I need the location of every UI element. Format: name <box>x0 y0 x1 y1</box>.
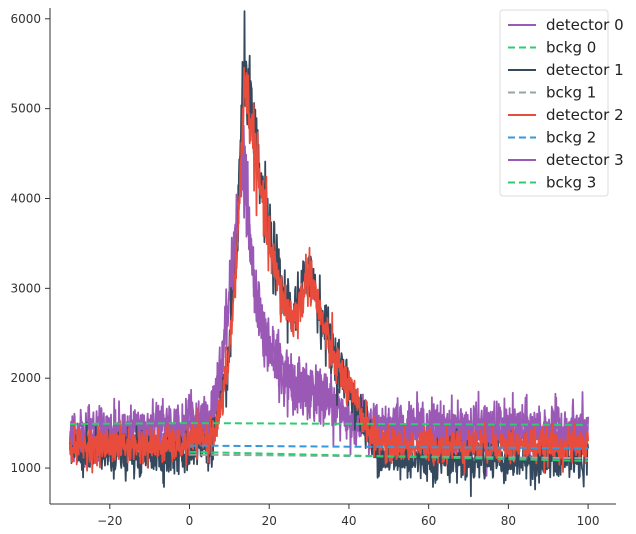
x-tick-label: 20 <box>262 514 277 528</box>
y-tick-label: 4000 <box>10 191 41 205</box>
legend-label: detector 3 <box>546 151 624 169</box>
legend-label: bckg 2 <box>546 129 596 147</box>
series-line-detector-3 <box>69 127 589 472</box>
background-line-bckg-2 <box>189 444 589 450</box>
x-tick-label: 0 <box>186 514 194 528</box>
x-tick-label: 80 <box>501 514 516 528</box>
plot-area <box>69 10 589 498</box>
x-tick-label: 100 <box>577 514 600 528</box>
legend-label: detector 1 <box>546 61 624 79</box>
legend-label: detector 0 <box>546 16 624 34</box>
background-line-bckg-0 <box>69 422 589 426</box>
y-tick-label: 1000 <box>10 461 41 475</box>
y-tick-label: 5000 <box>10 102 41 116</box>
legend-box <box>499 9 609 197</box>
legend-label: bckg 1 <box>546 84 596 102</box>
legend: detector 0 bckg 0 detector 1 bckg 1 detector… <box>499 9 624 197</box>
legend-label: bckg 0 <box>546 39 596 57</box>
y-tick-label: 3000 <box>10 281 41 295</box>
x-tick-label: 60 <box>421 514 436 528</box>
legend-label: detector 2 <box>546 106 624 124</box>
y-tick-label: 6000 <box>10 12 41 26</box>
y-tick-label: 2000 <box>10 371 41 385</box>
series-line-detector-2 <box>69 66 589 475</box>
x-tick-label: −20 <box>97 514 122 528</box>
background-line-bckg-3 <box>189 450 589 462</box>
x-tick-label: 40 <box>341 514 356 528</box>
legend-label: bckg 3 <box>546 174 596 192</box>
axes: −20 0 20 40 60 80 100 1000 2000 3000 4000 5000 6000 <box>10 8 616 528</box>
